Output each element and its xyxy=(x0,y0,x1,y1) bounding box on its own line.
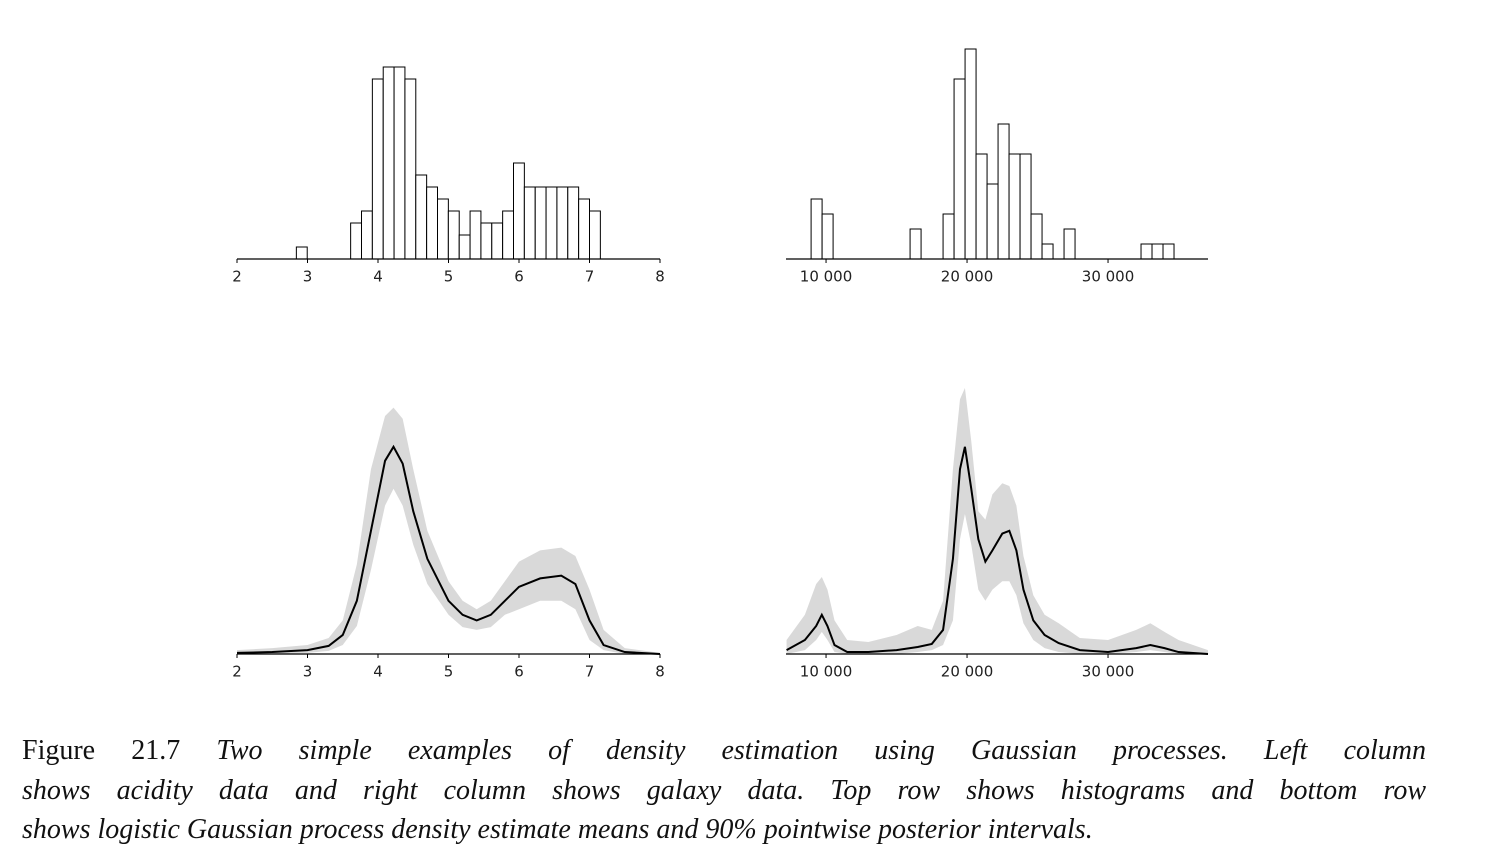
mean-line xyxy=(786,446,1209,655)
x-tick-label: 10 000 xyxy=(800,268,853,286)
bar xyxy=(382,66,395,260)
bar xyxy=(361,210,373,260)
bar xyxy=(1162,243,1175,260)
bar xyxy=(975,153,988,260)
caption-line: Figure 21.7 Two simple examples of densi… xyxy=(22,731,1426,771)
x-tick-label: 30 000 xyxy=(1082,268,1135,286)
bar xyxy=(469,210,482,260)
x-tick-label: 2 xyxy=(232,268,242,286)
bar xyxy=(578,198,591,260)
caption-text: Two simple examples of density estimatio… xyxy=(216,735,1427,766)
x-tick-label: 30 000 xyxy=(1082,663,1135,681)
interval-band xyxy=(237,407,660,654)
x-tick-label: 3 xyxy=(303,663,313,681)
caption-label: Figure 21.7 xyxy=(22,735,181,766)
interval-band xyxy=(786,388,1208,654)
x-tick-label: 8 xyxy=(655,268,665,286)
caption-text: shows acidity data and right column show… xyxy=(22,774,1426,806)
x-tick-label: 3 xyxy=(303,268,313,286)
x-tick-label: 4 xyxy=(373,268,383,286)
bar xyxy=(447,210,460,260)
x-tick-label: 6 xyxy=(514,663,524,681)
bar xyxy=(986,183,999,260)
x-tick-label: 2 xyxy=(232,663,242,681)
bar xyxy=(556,186,569,260)
bar xyxy=(1140,243,1153,260)
bar xyxy=(589,210,601,260)
x-tick-label: 7 xyxy=(585,663,595,681)
bar xyxy=(371,78,384,260)
bar xyxy=(942,213,955,260)
x-tick-label: 20 000 xyxy=(941,663,994,681)
bar xyxy=(513,162,525,260)
bar xyxy=(1151,243,1164,260)
bar xyxy=(393,66,406,260)
x-tick-label: 4 xyxy=(373,663,383,681)
bar xyxy=(1041,243,1054,260)
caption-line: shows logistic Gaussian process density … xyxy=(22,810,1426,850)
caption-line: shows acidity data and right column show… xyxy=(22,771,1426,811)
bar xyxy=(534,186,547,260)
bar xyxy=(458,234,471,260)
x-tick-label: 5 xyxy=(444,268,454,286)
caption: Figure 21.7 Two simple examples of densi… xyxy=(22,731,1426,850)
bar xyxy=(437,198,449,260)
bar xyxy=(502,210,515,260)
bar xyxy=(523,186,536,260)
x-tick-label: 6 xyxy=(514,268,524,286)
bar xyxy=(480,222,493,260)
x-tick-label: 7 xyxy=(585,268,595,286)
bar xyxy=(1019,153,1032,260)
bar xyxy=(295,246,308,260)
figure: 2 3 4 5 6 7 8 10 000 20 000 30 000 2 3 4 5 6 7 8 10 000 20… xyxy=(232,48,1209,681)
x-tick-label: 10 000 xyxy=(800,663,853,681)
x-tick-label: 5 xyxy=(444,663,454,681)
bar xyxy=(953,78,966,260)
bar xyxy=(821,213,834,260)
bar xyxy=(415,174,428,260)
bar xyxy=(1063,228,1076,260)
bar xyxy=(964,48,977,260)
bar xyxy=(404,78,417,260)
bar xyxy=(1008,153,1021,260)
bar xyxy=(567,186,580,260)
bar xyxy=(810,198,823,260)
bar xyxy=(909,228,922,260)
mean-line xyxy=(236,444,661,655)
caption-text: shows logistic Gaussian process density … xyxy=(22,814,1093,845)
bar xyxy=(350,222,363,260)
bar xyxy=(545,186,558,260)
bar xyxy=(1030,213,1043,260)
x-tick-label: 20 000 xyxy=(941,268,994,286)
bar xyxy=(491,222,504,260)
bar xyxy=(426,186,439,260)
bar xyxy=(997,123,1010,260)
x-tick-label: 8 xyxy=(655,663,665,681)
